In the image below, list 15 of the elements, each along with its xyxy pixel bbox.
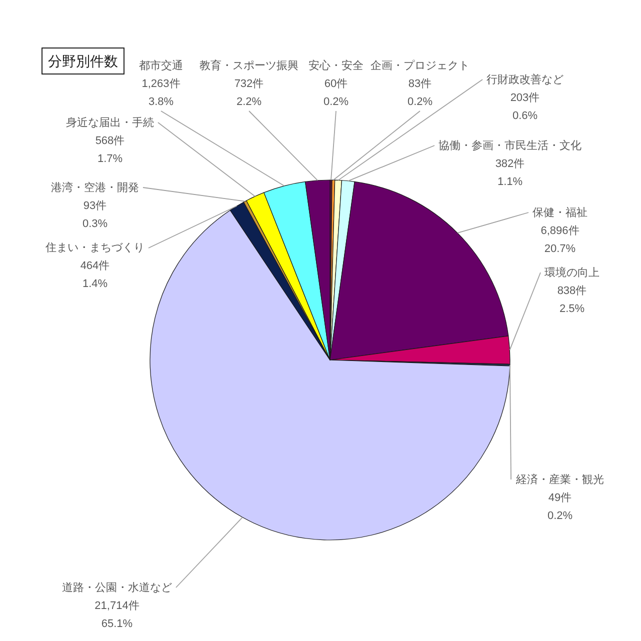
- label: 行財政改善など 203件 0.6%: [486, 74, 564, 122]
- label: 環境の向上 838件 2.5%: [544, 267, 600, 315]
- label: 経済・産業・観光 49件 0.2%: [516, 474, 604, 522]
- label: 身近な届出・手続 568件 1.7%: [66, 117, 154, 165]
- label: 港湾・空港・開発 93件 0.3%: [51, 182, 139, 230]
- title: 分野別件数: [42, 48, 124, 74]
- label: 都市交通 1,263件 3.8%: [139, 60, 183, 108]
- label: 保健・福祉 6,896件 20.7%: [532, 207, 588, 255]
- label: 安心・安全 60件 0.2%: [308, 60, 364, 108]
- label: 教育・スポーツ振興 732件 2.2%: [200, 60, 298, 108]
- label: 協働・参画・市民生活・文化 382件 1.1%: [438, 140, 582, 188]
- label: 道路・公園・水道など 21,714件 65.1%: [62, 582, 172, 630]
- label: 住まい・まちづくり 464件 1.4%: [46, 242, 144, 290]
- chart-title: 分野別件数: [48, 53, 118, 69]
- label: 企画・プロジェクト 83件 0.2%: [370, 60, 470, 108]
